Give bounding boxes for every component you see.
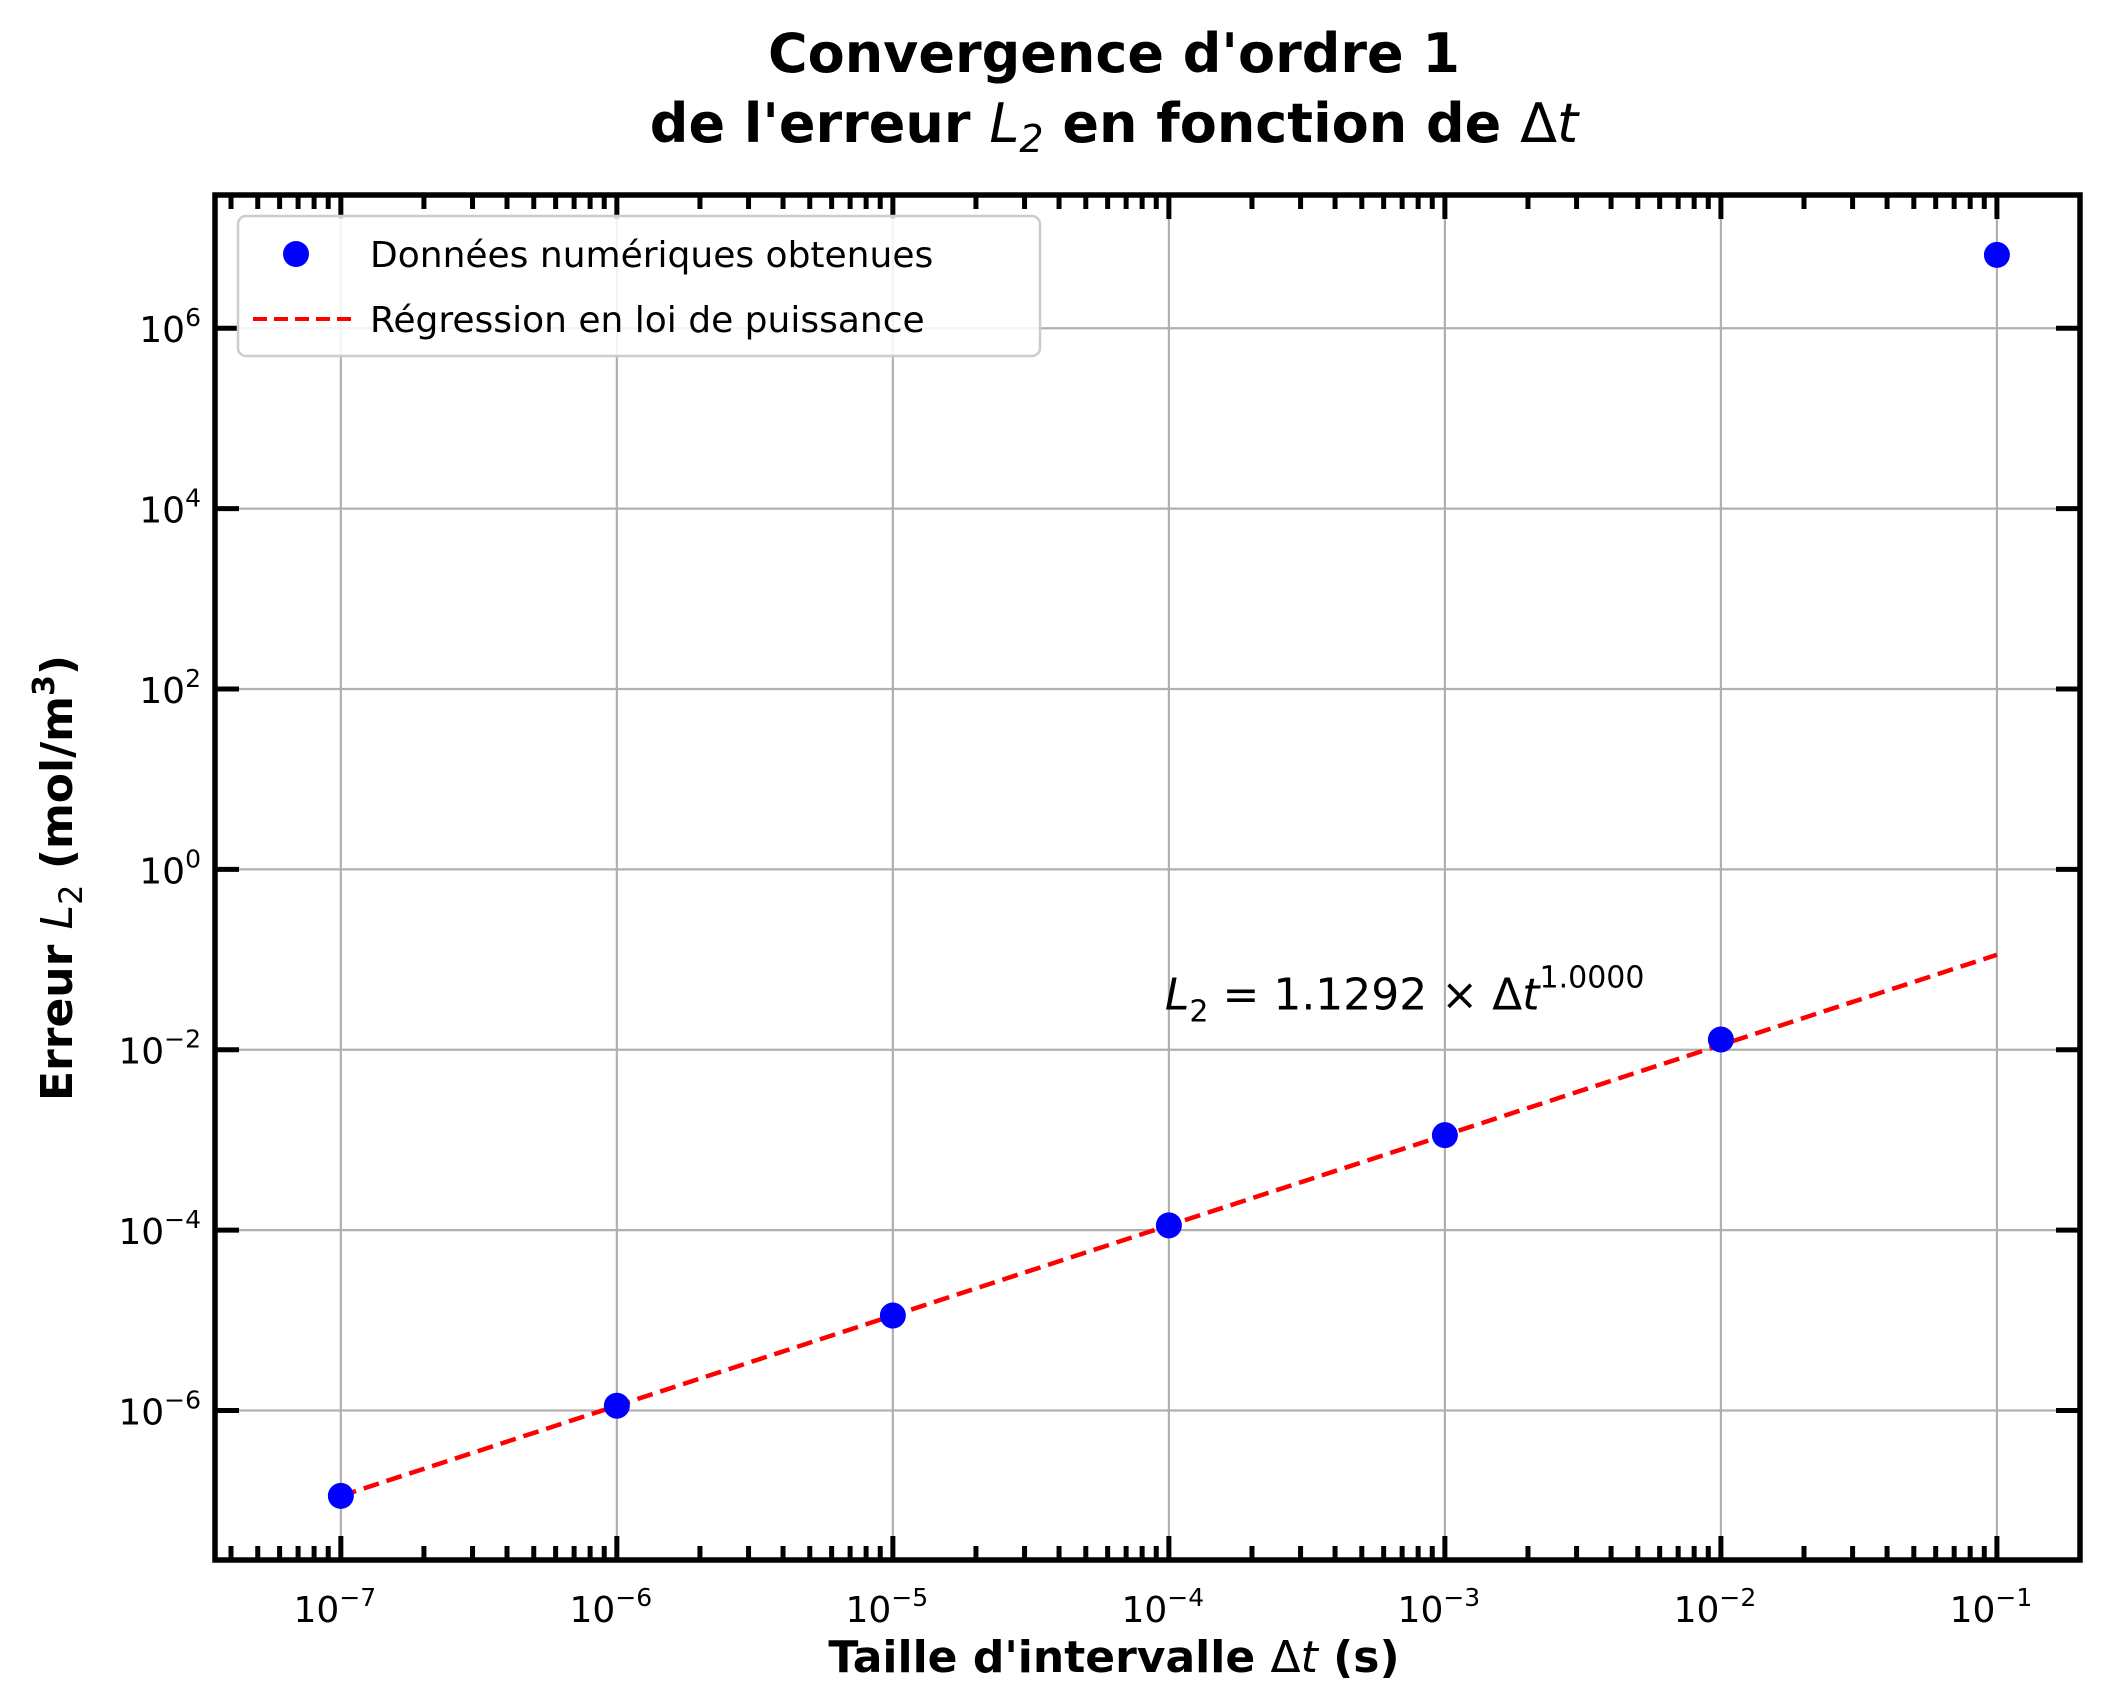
y-tick-labels: 10−6 10−4 10−2 100 102 104 106 [118, 303, 201, 1433]
y-tick-label: 106 [139, 303, 201, 351]
plot-frame [212, 192, 2083, 1563]
legend-label-scatter: Données numériques obtenues [370, 235, 933, 276]
major-ticks [215, 195, 2080, 1560]
y-axis-label: Erreur L2 (mol/m3) [27, 655, 90, 1101]
regression-annotation: L2 = 1.1292 × Δt1.0000 [1165, 960, 1645, 1029]
chart-title-line2: de l'erreur L2 en fonction de Δt [650, 92, 1580, 161]
y-tick-label: 10−6 [118, 1386, 201, 1434]
y-tick-label: 10−2 [118, 1025, 201, 1073]
x-tick-labels: 10−7 10−6 10−5 10−4 10−3 10−2 10−1 [294, 1583, 2033, 1631]
data-point [1155, 1212, 1182, 1239]
data-point [327, 1482, 354, 1509]
x-tick-label: 10−3 [1398, 1583, 1481, 1631]
chart-title-line1: Convergence d'ordre 1 [768, 22, 1460, 85]
y-tick-label: 102 [139, 664, 201, 712]
x-tick-label: 10−2 [1674, 1583, 1757, 1631]
legend-box [236, 214, 1042, 358]
legend-marker-scatter [283, 241, 309, 267]
data-point [1983, 241, 2010, 268]
series-layer [327, 241, 2010, 1509]
legend-label-line: Régression en loi de puissance [370, 300, 925, 341]
data-point [1431, 1122, 1458, 1149]
x-tick-label: 10−5 [846, 1583, 929, 1631]
x-axis-label: Taille d'intervalle Δt (s) [828, 1632, 1399, 1683]
grid-lines [215, 195, 2080, 1560]
y-tick-label: 104 [139, 484, 201, 532]
x-tick-label: 10−6 [570, 1583, 653, 1631]
legend: Données numériques obtenues Régression e… [236, 214, 1042, 358]
x-tick-label: 10−1 [1950, 1583, 2033, 1631]
data-point [879, 1302, 906, 1329]
minor-ticks [228, 195, 2083, 1560]
y-tick-label: 100 [139, 844, 201, 892]
data-point [603, 1392, 630, 1419]
y-tick-label: 10−4 [118, 1205, 201, 1253]
x-tick-label: 10−4 [1122, 1583, 1205, 1631]
data-point [1707, 1026, 1734, 1053]
x-tick-label: 10−7 [294, 1583, 377, 1631]
